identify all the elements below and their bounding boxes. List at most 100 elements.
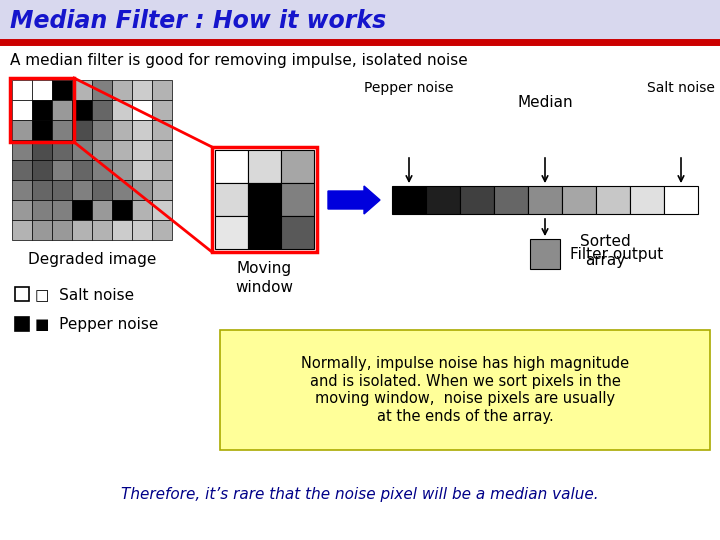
Bar [562, 186, 596, 214]
Bar [281, 183, 314, 216]
Bar [392, 186, 426, 214]
Bar [112, 200, 132, 220]
Bar [15, 287, 29, 301]
Bar [426, 186, 460, 214]
Text: Median Filter : How it works: Median Filter : How it works [10, 9, 386, 33]
Bar [630, 186, 664, 214]
Bar [32, 80, 52, 100]
Bar [112, 220, 132, 240]
Bar [52, 220, 72, 240]
Bar [0, 0, 720, 42]
Bar [112, 80, 132, 100]
Bar [152, 80, 172, 100]
Text: ■  Pepper noise: ■ Pepper noise [35, 318, 158, 333]
Bar [92, 220, 112, 240]
Text: Therefore, it’s rare that the noise pixel will be a median value.: Therefore, it’s rare that the noise pixe… [121, 488, 599, 503]
Bar [132, 220, 152, 240]
Bar [52, 140, 72, 160]
Bar [132, 180, 152, 200]
Bar [52, 180, 72, 200]
Bar [152, 180, 172, 200]
Bar [132, 100, 152, 120]
Bar [212, 147, 317, 252]
Bar [112, 140, 132, 160]
Bar [92, 100, 112, 120]
Bar [112, 180, 132, 200]
Bar [460, 186, 494, 214]
Bar [528, 186, 562, 214]
Text: Normally, impulse noise has high magnitude
and is isolated. When we sort pixels : Normally, impulse noise has high magnitu… [301, 356, 629, 423]
Bar [15, 317, 29, 331]
Bar [92, 140, 112, 160]
Bar [72, 220, 92, 240]
Bar [72, 160, 92, 180]
Bar [281, 150, 314, 183]
Text: □  Salt noise: □ Salt noise [35, 287, 134, 302]
Text: A median filter is good for removing impulse, isolated noise: A median filter is good for removing imp… [10, 52, 468, 68]
Bar [12, 100, 32, 120]
Bar [72, 120, 92, 140]
Text: Degraded image: Degraded image [28, 252, 156, 267]
Bar [32, 100, 52, 120]
Bar [132, 80, 152, 100]
Bar [112, 120, 132, 140]
Bar [12, 220, 32, 240]
Bar [72, 180, 92, 200]
Bar [248, 183, 281, 216]
Bar [52, 120, 72, 140]
Bar [152, 160, 172, 180]
Text: Pepper noise: Pepper noise [364, 81, 454, 95]
Bar [215, 216, 248, 249]
Bar [152, 120, 172, 140]
Bar [32, 120, 52, 140]
Bar [132, 140, 152, 160]
Bar [72, 100, 92, 120]
Text: Median: Median [517, 95, 573, 110]
Bar [92, 80, 112, 100]
Bar [132, 120, 152, 140]
Bar [12, 120, 32, 140]
Bar [92, 160, 112, 180]
Text: Filter output: Filter output [570, 246, 663, 261]
Bar [112, 100, 132, 120]
Bar [596, 186, 630, 214]
Bar [72, 140, 92, 160]
Bar [52, 100, 72, 120]
Bar [32, 200, 52, 220]
Bar [215, 150, 248, 183]
Bar [530, 239, 560, 269]
Bar [72, 80, 92, 100]
Text: Moving
window: Moving window [235, 261, 294, 295]
FancyArrow shape [328, 186, 380, 214]
Bar [12, 160, 32, 180]
Bar [152, 100, 172, 120]
Bar [12, 180, 32, 200]
Bar [112, 160, 132, 180]
Text: Salt noise: Salt noise [647, 81, 715, 95]
Bar [32, 140, 52, 160]
Bar [132, 160, 152, 180]
Bar [281, 216, 314, 249]
Bar [92, 180, 112, 200]
Bar [494, 186, 528, 214]
Bar [92, 120, 112, 140]
Bar [248, 216, 281, 249]
Bar [248, 150, 281, 183]
Text: Sorted
array: Sorted array [580, 234, 631, 268]
Bar [132, 200, 152, 220]
Bar [152, 220, 172, 240]
Bar [52, 160, 72, 180]
Bar [215, 183, 248, 216]
Bar [152, 140, 172, 160]
FancyBboxPatch shape [220, 330, 710, 450]
Bar [10, 78, 74, 142]
Bar [92, 200, 112, 220]
Bar [12, 140, 32, 160]
Bar [12, 200, 32, 220]
Bar [664, 186, 698, 214]
Bar [52, 80, 72, 100]
Bar [52, 200, 72, 220]
Bar [32, 180, 52, 200]
Bar [32, 220, 52, 240]
Bar [152, 200, 172, 220]
